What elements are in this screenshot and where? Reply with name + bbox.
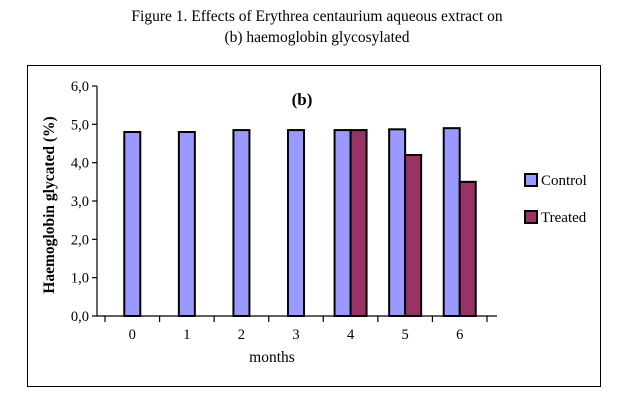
caption-line-1: Figure 1. Effects of Erythrea centaurium…: [131, 8, 503, 25]
chart-frame: [27, 65, 601, 387]
y-tick-label: 2,0: [71, 232, 89, 248]
caption-line-2: (b) haemoglobin glycosylated: [224, 29, 410, 46]
y-tick-label: 1,0: [71, 271, 89, 287]
y-tick-label: 5,0: [71, 117, 89, 133]
legend-swatch-treated: [524, 210, 538, 224]
x-tick-label: 1: [183, 327, 190, 343]
chart-bars: [123, 127, 477, 317]
bar-control-5: [388, 128, 407, 317]
bar-treated-5: [404, 154, 423, 317]
x-tick-label: 3: [292, 327, 299, 343]
legend-label-treated: Treated: [541, 210, 587, 226]
bar-control-1: [177, 131, 196, 317]
chart-labels: 0,0 1,0 2,0 3,0 4,0 5,0 6,0 0 1 2 3 4 5 6 (b) months Hae…: [41, 79, 463, 366]
figure-caption: Figure 1. Effects of Erythrea centaurium…: [0, 6, 634, 48]
x-tick-label: 6: [456, 327, 463, 343]
y-tick-label: 0,0: [71, 309, 89, 325]
y-tick-label: 6,0: [71, 79, 89, 95]
y-tick-label: 3,0: [71, 194, 89, 210]
x-tick-label: 0: [129, 327, 136, 343]
x-tick-label: 2: [238, 327, 245, 343]
bar-control-3: [287, 129, 305, 317]
bar-control-0: [123, 131, 142, 317]
x-tick-label: 4: [347, 327, 355, 343]
x-axis-label: months: [249, 349, 295, 366]
panel-label: (b): [292, 90, 313, 109]
y-axis-label: Haemoglobin glycated (%): [41, 116, 58, 293]
y-tick-label: 4,0: [71, 156, 89, 172]
legend-label-control: Control: [541, 173, 587, 189]
bar-control-4: [333, 129, 352, 317]
bar-treated-4: [349, 129, 368, 317]
x-tick-label: 5: [402, 327, 409, 343]
bar-treated-6: [458, 180, 477, 317]
legend-swatch-control: [524, 173, 538, 187]
bar-control-6: [442, 127, 461, 317]
chart-legend: Control Treated: [524, 173, 587, 226]
bar-control-2: [232, 129, 251, 317]
